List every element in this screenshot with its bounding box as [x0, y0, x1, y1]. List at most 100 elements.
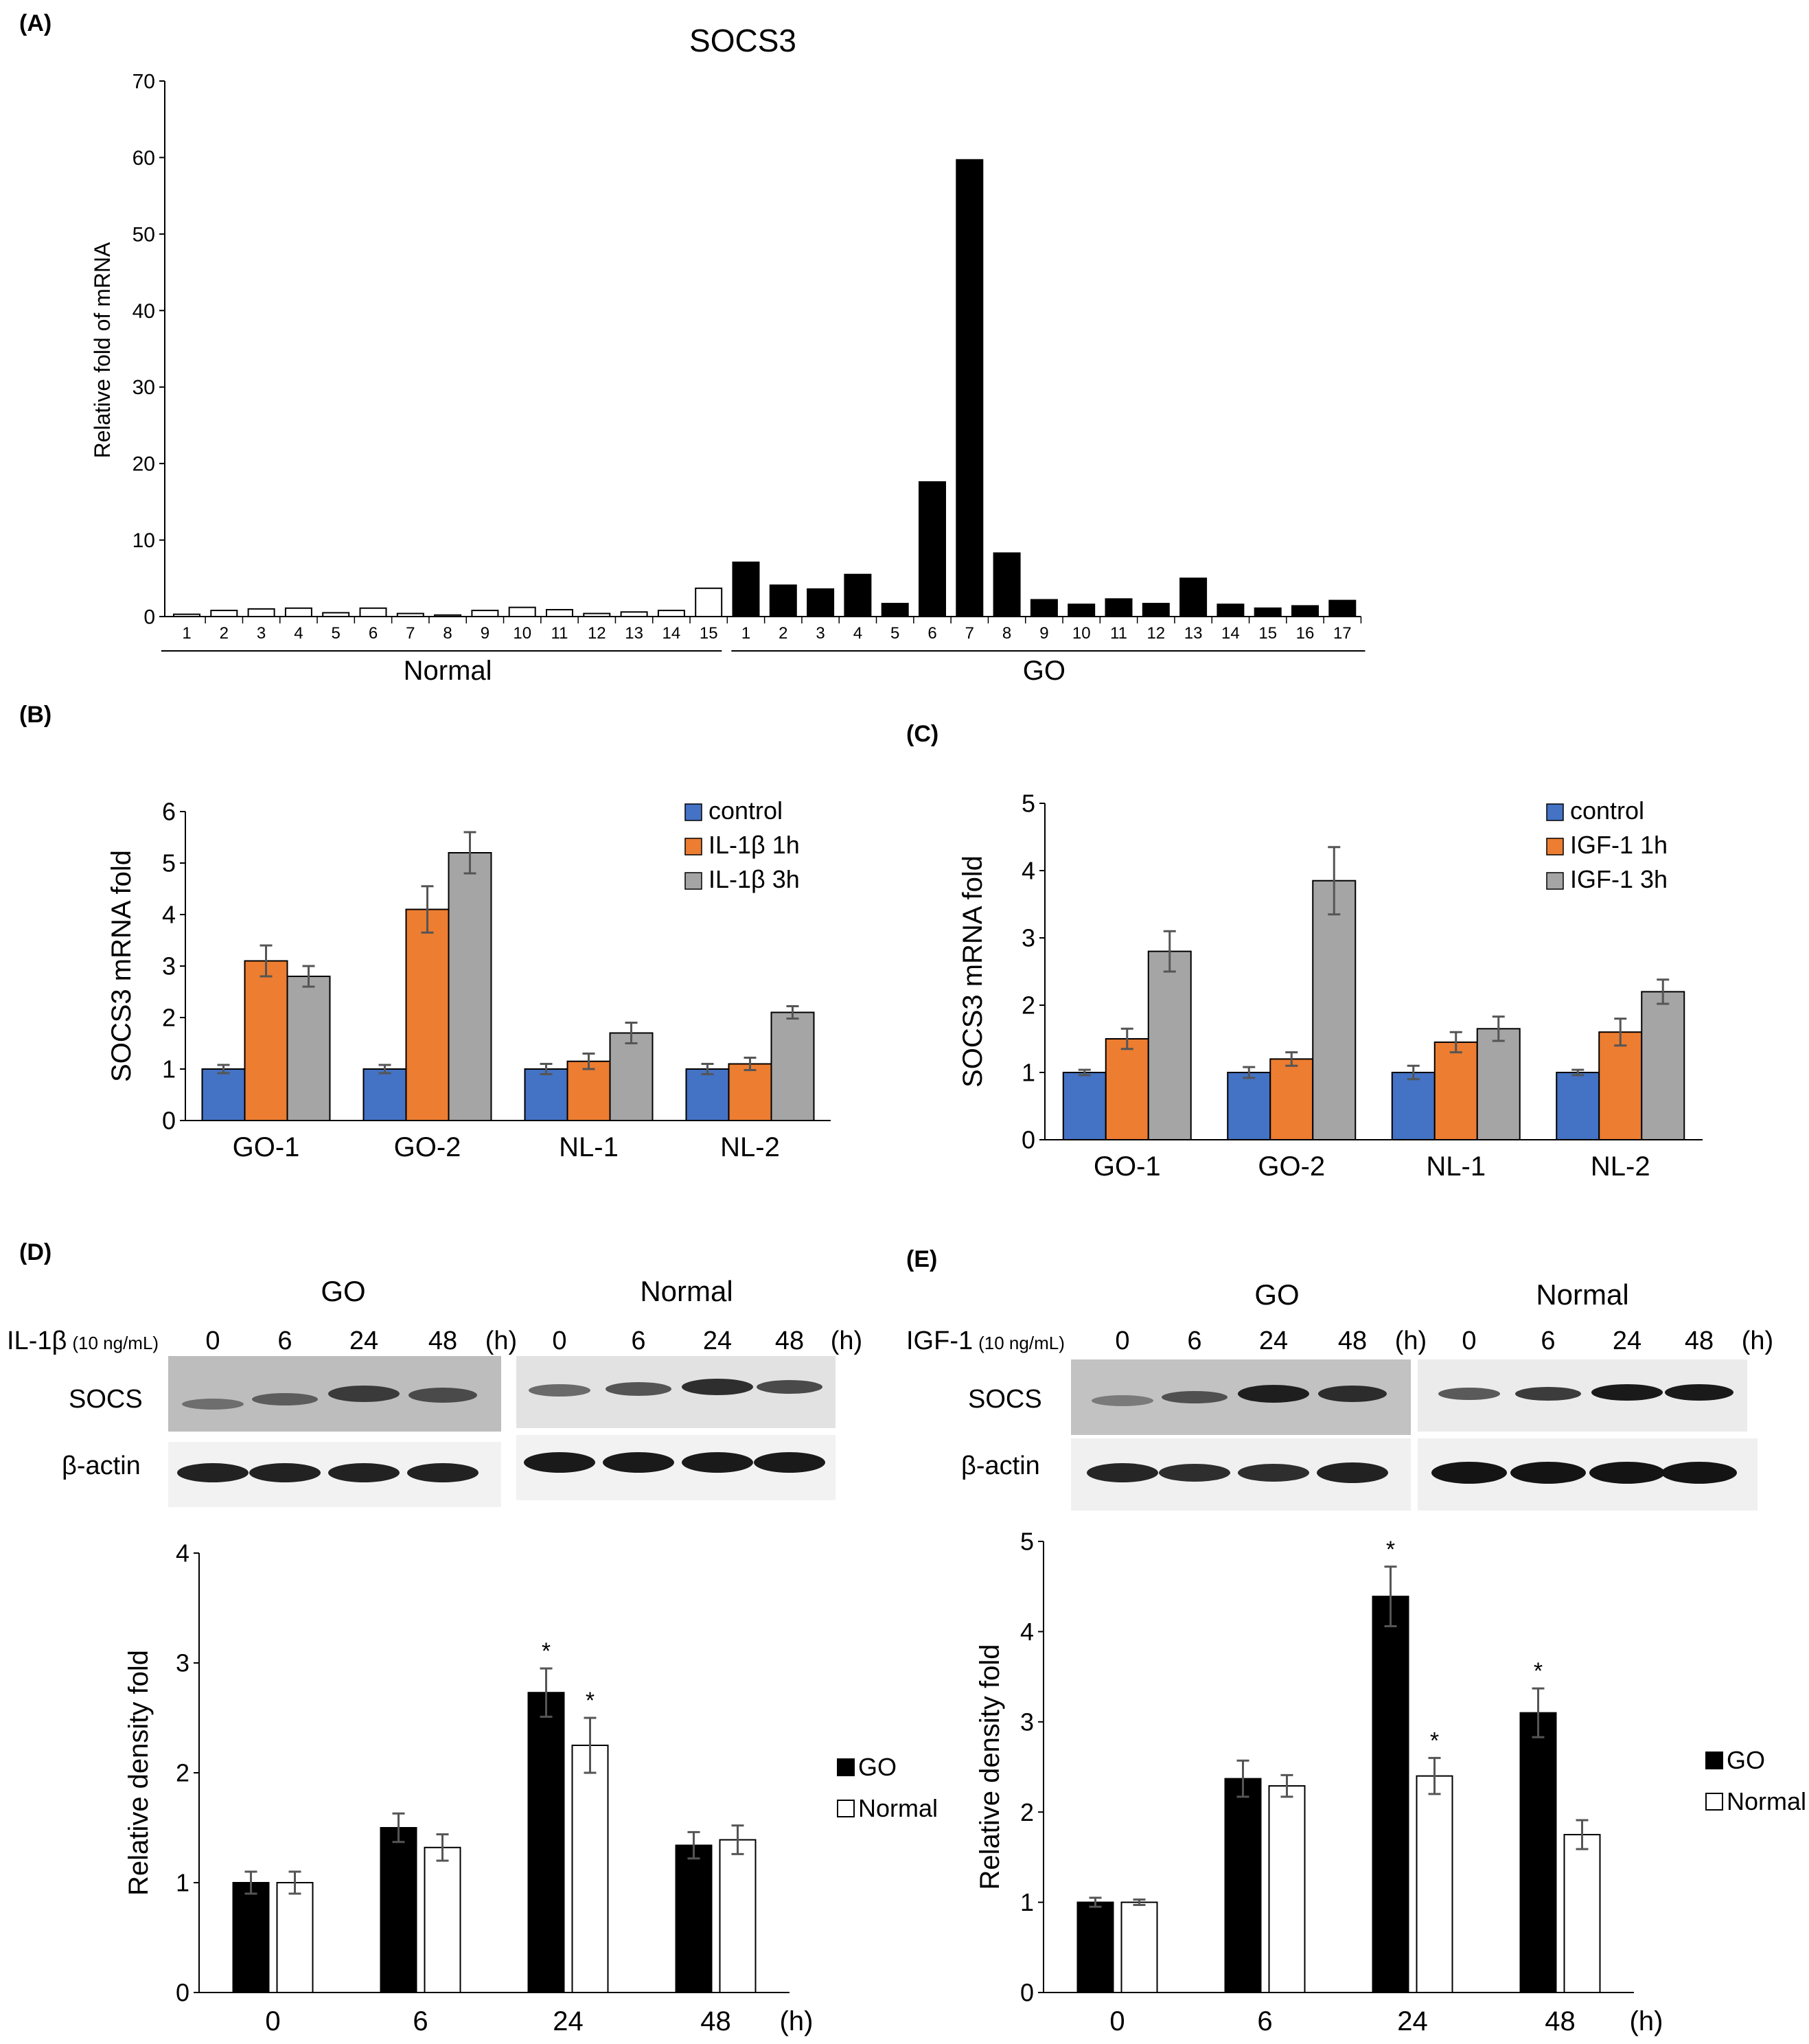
chart-b-bar-il-1-3h-nl-1	[609, 1032, 654, 1121]
blot-d-time-n-48: 48	[775, 1327, 804, 1355]
chart-d-legend-label-normal: Normal	[858, 1794, 938, 1822]
chart-a-x-label-go-17: 17	[1333, 624, 1352, 643]
chart-b-legend-swatch-0	[684, 803, 702, 821]
chart-d-y-tick-label-1: 1	[176, 1869, 189, 1897]
chart-c-y-tick-label-1: 1	[1022, 1059, 1035, 1087]
chart-a-socs3-mrna: 0 10 20 30 40 50 60 70 SOCS3 Relative fold of mRN…	[90, 23, 1366, 686]
chart-d-bar-go-48	[675, 1844, 713, 1994]
blot-e-n-actin-band-6	[1510, 1462, 1586, 1484]
blot-e-group-go: GO	[1254, 1278, 1299, 1311]
chart-a-x-label-normal-14: 14	[662, 624, 681, 643]
chart-c-legend-swatch-1	[1546, 838, 1564, 856]
chart-a-x-label-go-16: 16	[1296, 624, 1315, 643]
blot-e-time-go-0: 0	[1115, 1327, 1129, 1355]
chart-d-legend-swatch-go	[837, 1758, 855, 1776]
chart-a-x-label-normal-6: 6	[369, 624, 378, 643]
chart-b-bar-il-1-3h-go-2	[448, 852, 492, 1121]
blot-d-time-n-0: 0	[552, 1327, 566, 1355]
chart-b-bar-control-nl-1	[524, 1068, 568, 1121]
chart-a-x-label-normal-4: 4	[294, 624, 303, 643]
blot-d-go-actin-band-0	[177, 1463, 249, 1482]
blot-d-time-go-0: 0	[205, 1327, 220, 1355]
chart-a-bar-normal-4	[284, 607, 312, 618]
chart-c-bar-igf-1-3h-go-1	[1147, 950, 1192, 1140]
blot-e-go-socs-band-6	[1162, 1391, 1228, 1403]
chart-c-y-tick-label-4: 4	[1022, 857, 1035, 885]
chart-c-y-tick-label-2: 2	[1022, 991, 1035, 1020]
blot-e-unit-n: (h)	[1742, 1327, 1773, 1355]
chart-a-x-label-normal-8: 8	[443, 624, 452, 643]
chart-c-x-label-go-1: GO-1	[1094, 1151, 1161, 1182]
blot-d-go-socs-band-6	[252, 1393, 318, 1405]
chart-a-bar-normal-2	[210, 610, 238, 617]
chart-a-bar-normal-15	[695, 587, 723, 617]
chart-c-bar-control-nl-2	[1556, 1072, 1600, 1140]
chart-b-bar-il-1-3h-go-1	[286, 976, 331, 1121]
chart-b-y-tick-label-2: 2	[162, 1004, 176, 1032]
blot-d-go-actin-band-24	[328, 1463, 400, 1482]
chart-a-group-label-go: GO	[1023, 656, 1065, 686]
chart-a-y-tick-label-60: 60	[132, 147, 155, 170]
blot-e-row-actin: β-actin	[961, 1451, 1040, 1480]
blot-d-unit-go: (h)	[485, 1327, 517, 1355]
blot-e-time-n-48: 48	[1685, 1327, 1714, 1355]
chart-a-bar-go-10	[1068, 604, 1096, 618]
chart-d-sig-go-24: *	[542, 1638, 551, 1664]
chart-a-bar-go-2	[769, 584, 797, 617]
chart-c-bar-control-go-1	[1062, 1072, 1107, 1140]
chart-e-legend-label-go: GO	[1727, 1746, 1765, 1774]
chart-a-x-label-go-5: 5	[890, 624, 899, 643]
chart-a-bar-go-9	[1030, 599, 1058, 618]
chart-e-x-label-48: 48	[1545, 2006, 1576, 2036]
chart-d-bar-go-0	[232, 1882, 270, 1993]
blot-d-time-go-6: 6	[277, 1327, 292, 1355]
blot-e-time-n-0: 0	[1462, 1327, 1476, 1355]
chart-e-bar-normal-6	[1268, 1785, 1306, 1993]
chart-a-y-tick-label-20: 20	[132, 453, 155, 476]
chart-a-bar-normal-6	[359, 607, 387, 618]
blot-d-group-go: GO	[321, 1275, 365, 1307]
chart-e-x-label-6: 6	[1257, 2006, 1272, 2036]
chart-c-bar-igf-1-1h-go-2	[1269, 1058, 1314, 1141]
chart-a-x-label-normal-2: 2	[220, 624, 229, 643]
chart-c-bar-igf-1-1h-go-1	[1105, 1038, 1149, 1140]
blot-d-go-socs-band-0	[182, 1399, 244, 1410]
blot-d-time-n-24: 24	[703, 1327, 732, 1355]
chart-a-x-label-go-11: 11	[1110, 624, 1127, 643]
chart-c-x-label-nl-2: NL-2	[1591, 1151, 1650, 1182]
chart-e-legend-swatch-go	[1705, 1752, 1723, 1769]
chart-b-y-tick-label-6: 6	[162, 798, 176, 826]
blot-d-row-actin: β-actin	[62, 1451, 141, 1480]
chart-c-ylabel: SOCS3 mRNA fold	[958, 856, 988, 1088]
blot-e-group-normal: Normal	[1536, 1278, 1628, 1311]
chart-a-bar-normal-11	[546, 608, 573, 618]
blot-d-n-socs-band-24	[682, 1379, 753, 1395]
chart-b-legend-swatch-2	[684, 872, 702, 890]
chart-d-bar-normal-6	[424, 1846, 461, 1994]
chart-e-x-label-0: 0	[1109, 2006, 1125, 2036]
chart-c-bar-igf-1-3h-go-2	[1312, 880, 1357, 1140]
chart-d-bar-normal-24	[571, 1745, 609, 1993]
chart-d-y-tick-label-0: 0	[176, 1979, 189, 2007]
panel-d-label: (D)	[19, 1239, 51, 1265]
chart-a-bar-go-13	[1179, 577, 1208, 617]
chart-a-bar-normal-10	[508, 606, 536, 618]
blot-e-row-socs: SOCS	[968, 1385, 1042, 1414]
chart-b-il1b-mrna: 0 1 2 3 4 5 6 SOCS3 mRNA fold GO-1 GO-2 NL-1 NL-2 co…	[106, 796, 831, 1162]
blot-e-go-actin-band-48	[1317, 1462, 1388, 1483]
chart-b-x-label-nl-2: NL-2	[720, 1132, 780, 1162]
chart-d-y-tick-label-2: 2	[176, 1759, 189, 1787]
blot-e-unit-go: (h)	[1395, 1327, 1427, 1355]
chart-d-bar-go-24	[527, 1692, 565, 1993]
chart-a-y-tick-label-70: 70	[132, 71, 155, 93]
blot-e-n-actin-band-24	[1589, 1462, 1665, 1484]
chart-a-y-tick-label-0: 0	[143, 606, 155, 629]
chart-c-bar-igf-1-3h-nl-2	[1641, 991, 1685, 1141]
blot-e-time-n-24: 24	[1613, 1327, 1641, 1355]
panel-b-label: (B)	[19, 702, 51, 728]
chart-b-bar-control-go-2	[362, 1068, 407, 1121]
chart-e-y-tick-label-3: 3	[1020, 1708, 1034, 1736]
blot-e-treatment: IGF-1 (10 ng/mL)	[906, 1327, 1065, 1355]
chart-a-x-label-go-7: 7	[965, 624, 974, 643]
